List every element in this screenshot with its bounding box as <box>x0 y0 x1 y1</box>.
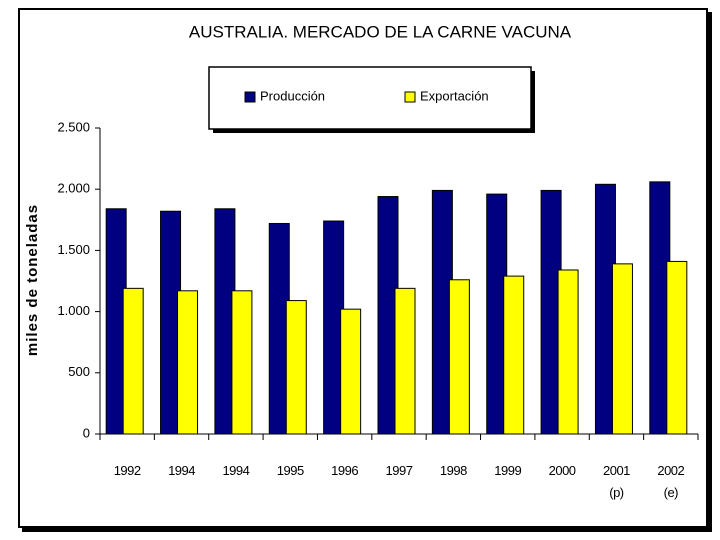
legend-box <box>208 66 532 130</box>
y-tick-label: 2.000 <box>57 181 90 196</box>
x-tick-label: 2000 <box>548 463 576 478</box>
y-axis-label: miles de toneladas <box>24 204 41 356</box>
y-tick-label: 2.500 <box>57 119 90 134</box>
x-tick-label: 2001 (p) <box>602 463 630 500</box>
x-tick-label: 2002 (e) <box>657 463 685 500</box>
x-tick-label: 1995 <box>276 463 304 478</box>
bar <box>177 290 199 435</box>
bar <box>122 287 144 435</box>
x-tick-label: 1997 <box>385 463 413 478</box>
bar <box>394 287 416 435</box>
y-tick-label: 500 <box>68 364 90 379</box>
bar <box>285 300 307 435</box>
legend-label: Producción <box>260 88 325 103</box>
x-tick-label: 1994 <box>222 463 250 478</box>
bar <box>340 308 362 435</box>
bar <box>503 275 525 435</box>
y-tick-label: 1.000 <box>57 303 90 318</box>
bar <box>448 279 470 435</box>
y-tick-label: 1.500 <box>57 242 90 257</box>
x-tick-label: 1994 <box>168 463 195 478</box>
x-tick-label: 1999 <box>494 463 522 478</box>
x-tick-label: 1998 <box>439 463 467 478</box>
legend-swatch <box>244 91 256 103</box>
legend-swatch <box>404 91 416 103</box>
bar <box>231 290 253 435</box>
x-tick-label: 1992 <box>113 463 141 478</box>
bar <box>611 263 633 435</box>
y-tick-label: 0 <box>83 425 90 440</box>
x-tick-label: 1996 <box>331 463 359 478</box>
bar <box>666 260 688 435</box>
bar <box>557 269 579 435</box>
chart-title: AUSTRALIA. MERCADO DE LA CARNE VACUNA <box>189 22 572 41</box>
legend-label: Exportación <box>420 88 489 103</box>
